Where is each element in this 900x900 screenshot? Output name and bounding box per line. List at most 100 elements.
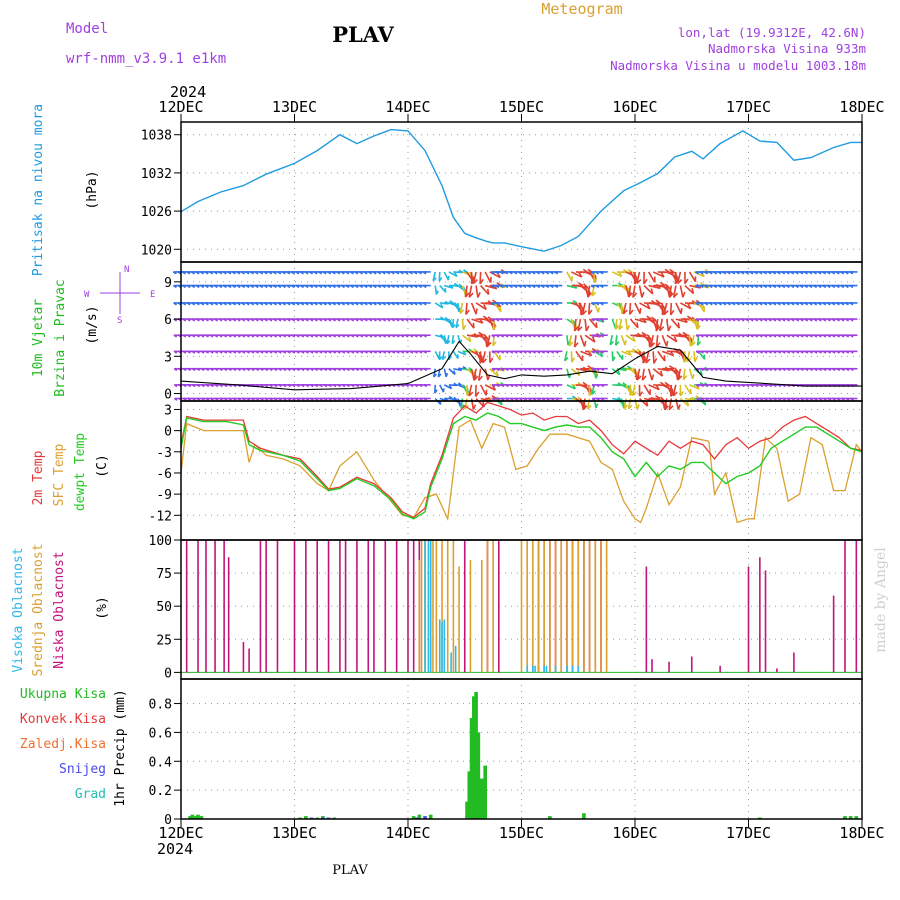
wind-arrow-head	[396, 350, 400, 354]
wind-arrow-head	[595, 302, 600, 306]
wind-arrow-head	[204, 271, 209, 275]
wind-arrow-head	[732, 368, 736, 372]
y-tick-label: 3	[164, 403, 172, 418]
wind-arrow-head	[286, 284, 291, 289]
wind-arrow-head	[218, 284, 223, 289]
wind-arrow-head	[536, 318, 541, 322]
wind-arrow-head	[803, 271, 808, 275]
wind-arrow-head	[268, 350, 273, 354]
wind-arrow-head	[405, 334, 409, 338]
y-tick-label: 100	[149, 534, 172, 549]
wind-arrow-head	[781, 350, 786, 354]
wind-arrow-head	[259, 302, 264, 306]
wind-arrow-head	[214, 318, 218, 322]
wind-arrow-head	[632, 292, 638, 298]
wind-arrow-head	[458, 283, 463, 288]
precip-unit: 1hr Precip (mm)	[113, 689, 128, 806]
wind-arrow-head	[782, 368, 786, 372]
wind-arrow	[468, 384, 473, 397]
wind-arrow-head	[245, 271, 250, 275]
wind-arrow-head	[269, 368, 273, 372]
wind-arrow-head	[513, 271, 518, 275]
wind-arrow-head	[310, 384, 314, 388]
wind-arrow-head	[473, 348, 479, 353]
wind-arrow-head	[296, 397, 301, 401]
wind-arrow-head	[791, 397, 795, 401]
wind-arrow-head	[440, 303, 444, 309]
wind-arrow-head	[282, 368, 287, 372]
wind-arrow-head	[332, 384, 337, 388]
wind-arrow-head	[767, 302, 772, 306]
wind-arrow-head	[532, 384, 537, 388]
footer-station: PLAV	[332, 863, 368, 878]
wind-arrow-head	[228, 368, 232, 372]
wind-arrow-head	[836, 334, 840, 338]
wind-arrow-head	[768, 397, 773, 401]
wind-arrow	[587, 302, 591, 315]
wind-arrow-head	[173, 334, 178, 338]
wind-arrow-head	[591, 384, 596, 388]
wind-arrow-head	[849, 302, 854, 306]
wind-arrow	[689, 284, 701, 289]
wind-arrow-head	[596, 384, 600, 388]
wind-arrow-head	[227, 318, 232, 322]
wind-arrow-head	[281, 284, 286, 289]
wind-arrow-head	[740, 302, 745, 306]
wind-arrow-head	[264, 368, 269, 372]
wind-arrow-head	[423, 334, 427, 338]
wind-arrow-head	[250, 334, 255, 338]
wind-arrow-head	[750, 350, 754, 354]
wind-arrow	[676, 271, 682, 284]
wind-arrow-head	[827, 368, 832, 372]
precip-bar	[472, 696, 476, 819]
wind-arrow	[479, 271, 482, 284]
wind-arrow-head	[809, 368, 813, 372]
wind-arrow-head	[410, 397, 414, 401]
wind-arrow-head	[672, 391, 678, 397]
wind-arrow-head	[192, 397, 196, 401]
wind-arrow-head	[423, 318, 427, 322]
wind-arrow-head	[481, 358, 488, 364]
wind-arrow-head	[182, 334, 187, 338]
wind-arrow-head	[804, 318, 809, 322]
wind-arrow-head	[468, 292, 474, 298]
wind-arrow-head	[251, 397, 255, 401]
wind-arrow-head	[581, 310, 587, 316]
wind-arrow-head	[808, 284, 813, 289]
wind-arrow	[573, 335, 577, 348]
wind-arrow-head	[268, 284, 273, 289]
wind-arrow-head	[595, 350, 600, 354]
wind-arrow-head	[731, 271, 736, 275]
wind-arrow-head	[650, 288, 654, 295]
wind-arrow-head	[309, 318, 314, 322]
wind-arrow-head	[704, 284, 709, 289]
wind-arrow-head	[277, 318, 282, 322]
wind-arrow	[629, 318, 639, 329]
wind-arrow-head	[282, 302, 286, 306]
wind-arrow-head	[500, 302, 504, 306]
wind-arrow-head	[691, 288, 695, 294]
wind-arrow-head	[704, 350, 709, 354]
wind-arrow	[698, 397, 707, 406]
wind-arrow-head	[286, 302, 291, 306]
wind-arrow-head	[541, 397, 546, 401]
wind-arrow-head	[536, 284, 541, 289]
wind-arrow	[577, 318, 582, 331]
wind-arrow-head	[777, 368, 782, 372]
wind-arrow-head	[250, 368, 255, 372]
wind-arrow-head	[354, 318, 359, 322]
wind-arrow	[493, 302, 502, 313]
precip-bar	[476, 732, 481, 819]
wind-arrow-head	[323, 318, 327, 322]
wind-arrow-head	[727, 368, 732, 372]
wind-arrow-head	[255, 397, 260, 401]
wind-arrow-head	[295, 318, 300, 322]
wind-arrow-head	[186, 284, 191, 289]
wind-arrow-head	[790, 284, 795, 289]
y-tick-label: 0.4	[149, 755, 173, 770]
wind-arrow-head	[504, 302, 509, 306]
wind-arrow-head	[718, 384, 723, 388]
wind-arrow-head	[699, 318, 704, 322]
wind-arrow-head	[772, 271, 777, 275]
